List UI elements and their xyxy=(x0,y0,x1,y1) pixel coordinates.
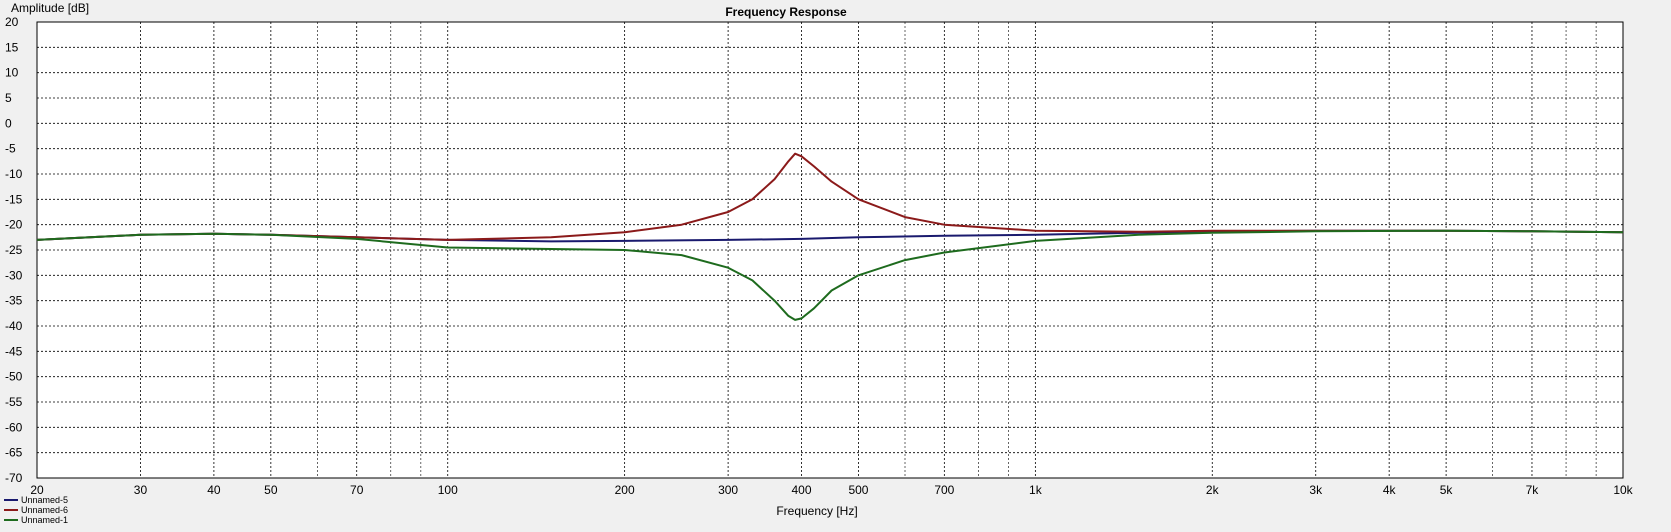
y-tick-label: -5 xyxy=(5,142,16,156)
x-tick-label: 400 xyxy=(792,483,812,497)
series-lines xyxy=(36,152,1624,321)
y-tick-label: 5 xyxy=(5,91,12,105)
x-tick-label: 500 xyxy=(848,483,868,497)
y-tick-label: -65 xyxy=(5,446,23,460)
y-tick-label: -70 xyxy=(5,471,23,485)
x-tick-label: 100 xyxy=(438,483,458,497)
y-axis-title: Amplitude [dB] xyxy=(11,1,89,15)
x-tick-label: 2k xyxy=(1206,483,1220,497)
y-tick-label: -20 xyxy=(5,218,23,232)
y-tick-label: 15 xyxy=(5,40,19,54)
x-tick-label: 40 xyxy=(207,483,221,497)
x-tick-label: 700 xyxy=(934,483,954,497)
x-tick-label: 20 xyxy=(30,483,44,497)
x-tick-label: 10k xyxy=(1613,483,1633,497)
x-tick-label: 50 xyxy=(264,483,278,497)
legend-label: Unnamed-1 xyxy=(21,515,68,525)
grid xyxy=(36,21,1624,479)
x-tick-label: 1k xyxy=(1029,483,1043,497)
y-tick-label: 0 xyxy=(5,116,12,130)
x-axis-title: Frequency [Hz] xyxy=(776,504,857,518)
y-tick-label: 10 xyxy=(5,66,19,80)
x-tick-labels: 20 30 40 50 70 100 200 300 400 500 700 1k 2k 3k 4k 5k 7k… xyxy=(30,483,1633,497)
y-tick-label: -50 xyxy=(5,370,23,384)
y-tick-label: -35 xyxy=(5,294,23,308)
x-tick-label: 300 xyxy=(718,483,738,497)
y-tick-label: -60 xyxy=(5,420,23,434)
series-line-1 xyxy=(36,152,1624,241)
y-tick-label: -10 xyxy=(5,167,23,181)
plot-border xyxy=(36,21,1624,479)
legend-label: Unnamed-6 xyxy=(21,505,68,515)
y-tick-label: 20 xyxy=(5,15,19,29)
y-tick-label: -30 xyxy=(5,268,23,282)
y-tick-label: -55 xyxy=(5,395,23,409)
x-tick-label: 70 xyxy=(350,483,364,497)
y-tick-labels: 20 15 10 5 0 -5 -10 -15 -20 -25 -30 -35 -40 -45 -50 -55… xyxy=(5,15,23,485)
x-tick-label: 30 xyxy=(134,483,148,497)
series-line-2 xyxy=(36,229,1624,321)
y-tick-label: -40 xyxy=(5,319,23,333)
x-tick-label: 5k xyxy=(1440,483,1454,497)
chart-title: Frequency Response xyxy=(725,5,847,19)
x-tick-label: 200 xyxy=(615,483,635,497)
legend-label: Unnamed-5 xyxy=(21,495,68,505)
x-tick-label: 3k xyxy=(1309,483,1323,497)
y-tick-label: -15 xyxy=(5,192,23,206)
x-tick-label: 7k xyxy=(1526,483,1540,497)
x-tick-label: 4k xyxy=(1383,483,1397,497)
y-tick-label: -25 xyxy=(5,243,23,257)
y-tick-label: -45 xyxy=(5,344,23,358)
